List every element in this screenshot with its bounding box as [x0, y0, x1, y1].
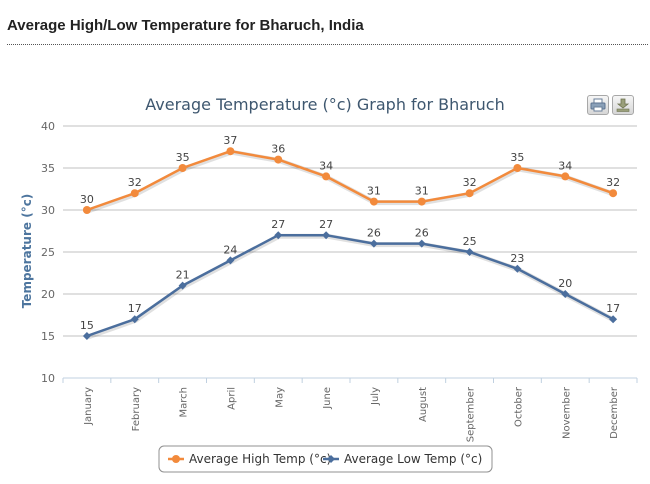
- series-layer: 30 32 35 37 36 34 31 31 32 35 34 32 15 17 21 24 27 27 26 26…: [80, 134, 620, 340]
- x-tick-label: October: [513, 386, 524, 427]
- data-point[interactable]: [465, 248, 474, 256]
- series-0: 30 32 35 37 36 34 31 31 32 35 34 32: [80, 134, 620, 214]
- data-label: 24: [223, 243, 237, 256]
- data-point[interactable]: [178, 281, 187, 290]
- data-label: 37: [223, 134, 237, 147]
- data-point[interactable]: [609, 189, 618, 198]
- data-label: 32: [463, 176, 477, 189]
- data-point[interactable]: [417, 239, 426, 248]
- data-label: 35: [176, 151, 190, 164]
- data-label: 35: [510, 151, 524, 164]
- x-tick-label: January: [83, 387, 94, 426]
- data-label: 31: [367, 185, 381, 198]
- download-icon: [616, 98, 630, 112]
- data-label: 17: [606, 302, 620, 315]
- y-tick-label: 20: [41, 288, 55, 301]
- data-label: 34: [319, 159, 333, 172]
- x-tick-label: May: [274, 387, 285, 408]
- y-tick-label: 30: [41, 204, 55, 217]
- data-point[interactable]: [369, 197, 378, 206]
- x-tick-label: September: [466, 386, 477, 442]
- page-heading: Average High/Low Temperature for Bharuch…: [7, 17, 364, 34]
- data-point[interactable]: [322, 172, 331, 181]
- data-label: 32: [128, 176, 142, 189]
- y-tick-label: 15: [41, 330, 55, 343]
- x-tick-label: June: [322, 387, 333, 410]
- data-point[interactable]: [226, 256, 235, 265]
- data-point[interactable]: [130, 315, 139, 324]
- data-label: 21: [176, 269, 190, 282]
- series-line: [86, 233, 614, 338]
- data-label: 25: [463, 235, 477, 248]
- y-tick-label: 35: [41, 162, 55, 175]
- legend-item-0[interactable]: Average High Temp (°c): [168, 452, 331, 466]
- grid-lines: [63, 125, 637, 379]
- x-tick-label: March: [179, 387, 190, 417]
- data-point[interactable]: [417, 197, 426, 206]
- data-point[interactable]: [561, 172, 570, 181]
- data-label: 31: [415, 185, 429, 198]
- data-point[interactable]: [561, 290, 570, 298]
- data-label: 15: [80, 319, 94, 332]
- y-tick-label: 10: [41, 372, 55, 385]
- data-point[interactable]: [274, 155, 283, 164]
- x-tick-label: August: [418, 387, 429, 422]
- data-point[interactable]: [513, 164, 522, 172]
- data-label: 27: [319, 218, 333, 231]
- data-point[interactable]: [369, 239, 378, 248]
- data-point[interactable]: [82, 332, 91, 340]
- data-label: 32: [606, 176, 620, 189]
- x-axis: January February March April May June July Augu…: [62, 377, 638, 442]
- y-axis-label: Temperature (°c): [20, 194, 34, 309]
- data-label: 30: [80, 193, 94, 206]
- data-label: 23: [510, 252, 524, 265]
- x-tick-label: November: [561, 386, 572, 439]
- data-label: 36: [271, 143, 285, 156]
- data-point[interactable]: [178, 164, 187, 172]
- heading-divider: [7, 44, 648, 45]
- legend-label: Average Low Temp (°c): [344, 452, 482, 466]
- legend-item-1[interactable]: Average Low Temp (°c): [323, 452, 482, 466]
- data-point[interactable]: [274, 231, 283, 240]
- x-tick-label: February: [131, 387, 142, 431]
- legend-label: Average High Temp (°c): [189, 452, 331, 466]
- series-line-shadow: [87, 149, 615, 214]
- data-label: 34: [558, 159, 572, 172]
- data-label: 17: [128, 302, 142, 315]
- y-tick-label: 25: [41, 246, 55, 259]
- y-tick-labels: 10 15 20 25 30 35 40: [41, 120, 55, 385]
- x-tick-label: December: [609, 386, 620, 439]
- data-point[interactable]: [226, 147, 235, 156]
- data-label: 26: [415, 227, 429, 240]
- series-1: 15 17 21 24 27 27 26 26 25 23 20 17: [80, 218, 620, 340]
- x-tick-label: July: [370, 387, 381, 406]
- x-tick-label: April: [226, 387, 237, 410]
- data-point[interactable]: [465, 189, 474, 198]
- data-point[interactable]: [609, 315, 618, 324]
- data-point[interactable]: [130, 189, 139, 198]
- data-label: 27: [271, 218, 285, 231]
- data-point[interactable]: [82, 206, 91, 214]
- series-line-shadow: [87, 233, 616, 340]
- data-point[interactable]: [322, 231, 331, 240]
- data-label: 26: [367, 227, 381, 240]
- legend[interactable]: Average High Temp (°c) Average Low Temp (…: [158, 445, 493, 473]
- printer-icon: [590, 98, 606, 112]
- legend-marker: [327, 455, 335, 463]
- data-point[interactable]: [513, 264, 522, 273]
- export-button[interactable]: [612, 95, 634, 115]
- series-line: [86, 149, 614, 212]
- y-tick-label: 40: [41, 120, 55, 133]
- print-button[interactable]: [587, 95, 609, 115]
- legend-marker: [172, 455, 180, 463]
- chart-title: Average Temperature (°c) Graph for Bharu…: [145, 95, 504, 114]
- data-label: 20: [558, 277, 572, 290]
